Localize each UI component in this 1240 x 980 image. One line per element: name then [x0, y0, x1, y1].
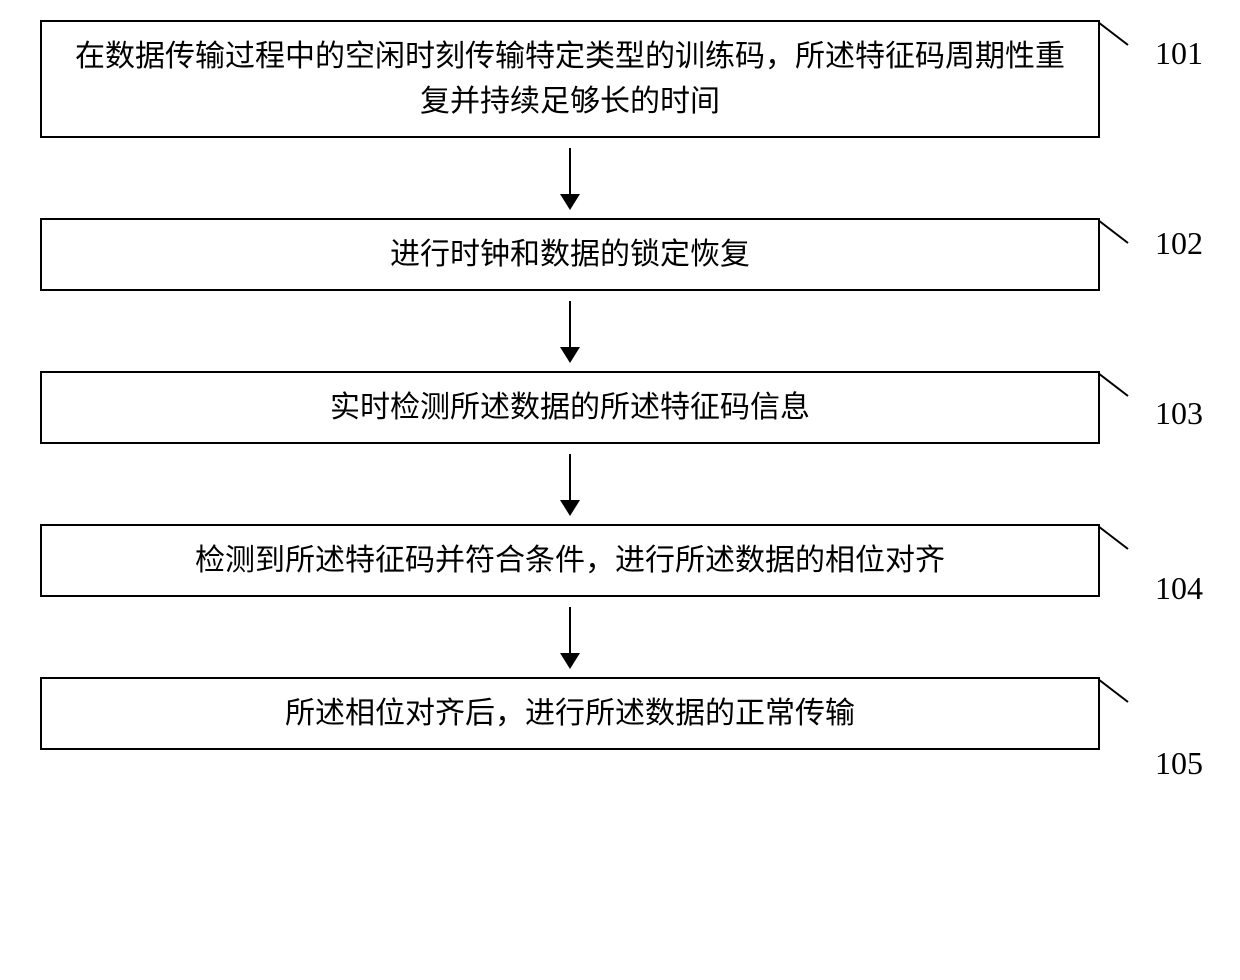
- label-connector-2: [1098, 218, 1148, 253]
- label-connector-4: [1098, 524, 1148, 559]
- flow-step-4-text: 检测到所述特征码并符合条件，进行所述数据的相位对齐: [195, 538, 945, 583]
- flowchart-container: 在数据传输过程中的空闲时刻传输特定类型的训练码，所述特征码周期性重复并持续足够长…: [40, 20, 1200, 750]
- step-label-1: 101: [1155, 35, 1203, 72]
- flow-step-3-text: 实时检测所述数据的所述特征码信息: [330, 385, 810, 430]
- arrow-3: [40, 444, 1100, 524]
- arrow-icon: [569, 301, 571, 361]
- flow-step-1-text: 在数据传输过程中的空闲时刻传输特定类型的训练码，所述特征码周期性重复并持续足够长…: [62, 34, 1078, 124]
- label-connector-3: [1098, 371, 1148, 406]
- arrow-4: [40, 597, 1100, 677]
- step-label-2: 102: [1155, 225, 1203, 262]
- arrow-icon: [569, 454, 571, 514]
- arrow-icon: [569, 607, 571, 667]
- arrow-1: [40, 138, 1100, 218]
- arrow-icon: [569, 148, 571, 208]
- flow-step-4: 检测到所述特征码并符合条件，进行所述数据的相位对齐: [40, 524, 1100, 597]
- step-label-4: 104: [1155, 570, 1203, 607]
- label-connector-1: [1098, 20, 1148, 55]
- flow-step-3: 实时检测所述数据的所述特征码信息: [40, 371, 1100, 444]
- label-connector-5: [1098, 677, 1148, 712]
- arrow-2: [40, 291, 1100, 371]
- step-label-5: 105: [1155, 745, 1203, 782]
- flow-step-5: 所述相位对齐后，进行所述数据的正常传输: [40, 677, 1100, 750]
- flow-step-5-text: 所述相位对齐后，进行所述数据的正常传输: [285, 691, 855, 736]
- flow-step-1: 在数据传输过程中的空闲时刻传输特定类型的训练码，所述特征码周期性重复并持续足够长…: [40, 20, 1100, 138]
- flow-step-2: 进行时钟和数据的锁定恢复: [40, 218, 1100, 291]
- flow-step-2-text: 进行时钟和数据的锁定恢复: [390, 232, 750, 277]
- step-label-3: 103: [1155, 395, 1203, 432]
